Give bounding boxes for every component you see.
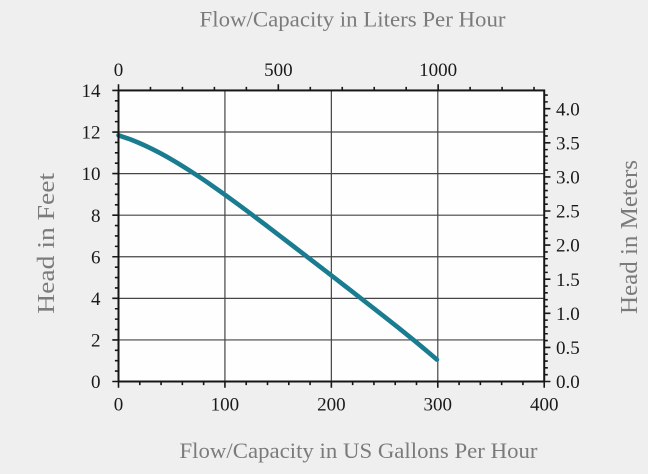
svg-text:4: 4 bbox=[91, 289, 101, 310]
svg-text:400: 400 bbox=[530, 395, 559, 416]
svg-text:3.5: 3.5 bbox=[556, 133, 580, 154]
svg-text:0: 0 bbox=[91, 372, 101, 393]
svg-text:14: 14 bbox=[82, 81, 102, 102]
svg-text:200: 200 bbox=[317, 395, 346, 416]
svg-text:Flow/Capacity in Liters Per Ho: Flow/Capacity in Liters Per Hour bbox=[200, 7, 507, 32]
svg-text:0.0: 0.0 bbox=[556, 372, 580, 393]
svg-text:500: 500 bbox=[264, 60, 293, 81]
svg-text:0.5: 0.5 bbox=[556, 338, 580, 359]
svg-text:Head in Feet: Head in Feet bbox=[33, 173, 60, 314]
svg-text:2.5: 2.5 bbox=[556, 202, 580, 223]
svg-text:8: 8 bbox=[91, 206, 101, 227]
svg-text:0: 0 bbox=[114, 60, 124, 81]
svg-text:3.0: 3.0 bbox=[556, 168, 580, 189]
svg-text:Head in Meters: Head in Meters bbox=[616, 160, 643, 314]
svg-text:2: 2 bbox=[91, 331, 101, 352]
svg-text:Flow/Capacity in US Gallons Pe: Flow/Capacity in US Gallons Per Hour bbox=[180, 438, 539, 463]
svg-text:100: 100 bbox=[211, 395, 240, 416]
svg-text:0: 0 bbox=[114, 395, 124, 416]
svg-text:1000: 1000 bbox=[419, 60, 457, 81]
svg-text:300: 300 bbox=[424, 395, 453, 416]
svg-text:12: 12 bbox=[82, 123, 101, 144]
svg-text:4.0: 4.0 bbox=[556, 99, 580, 120]
svg-text:10: 10 bbox=[82, 164, 101, 185]
svg-text:6: 6 bbox=[91, 247, 101, 268]
svg-text:1.0: 1.0 bbox=[556, 304, 580, 325]
svg-text:2.0: 2.0 bbox=[556, 236, 580, 257]
svg-text:1.5: 1.5 bbox=[556, 270, 580, 291]
